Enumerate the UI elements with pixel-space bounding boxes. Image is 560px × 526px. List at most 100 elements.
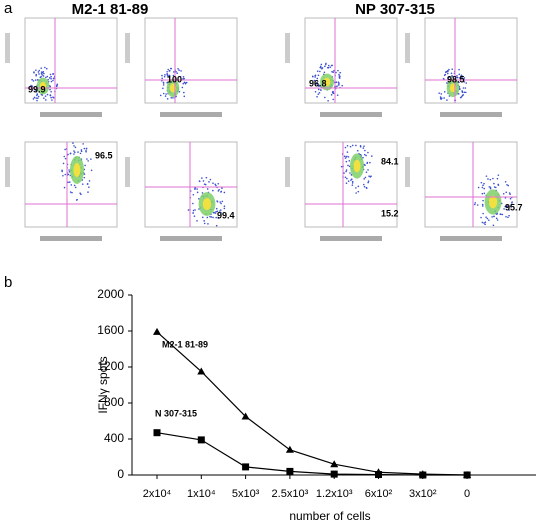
event-dot bbox=[508, 192, 511, 194]
event-dot bbox=[41, 71, 44, 74]
event-dot bbox=[172, 74, 175, 77]
event-dot bbox=[319, 66, 322, 69]
event-dot bbox=[451, 68, 454, 71]
event-dot bbox=[499, 213, 502, 216]
event-dot bbox=[460, 74, 463, 77]
axis-bar bbox=[160, 112, 222, 117]
percent-label: 99.9 bbox=[28, 84, 46, 94]
event-dot bbox=[501, 213, 504, 216]
event-dot bbox=[35, 73, 38, 76]
event-dot bbox=[63, 155, 66, 158]
event-dot bbox=[192, 212, 195, 214]
event-dot bbox=[338, 73, 340, 76]
event-dot bbox=[72, 142, 74, 144]
series-label: N 307-315 bbox=[155, 408, 197, 418]
event-dot bbox=[337, 69, 339, 72]
event-dot bbox=[182, 82, 185, 85]
event-dot bbox=[481, 221, 484, 224]
event-dot bbox=[36, 94, 38, 97]
event-dot bbox=[223, 207, 226, 210]
event-dot bbox=[50, 80, 53, 83]
event-dot bbox=[87, 191, 89, 193]
event-dot bbox=[314, 74, 317, 77]
event-dot bbox=[215, 216, 217, 219]
event-dot bbox=[327, 64, 330, 67]
event-dot bbox=[204, 183, 207, 186]
event-dot bbox=[327, 66, 330, 69]
plot-frame bbox=[424, 17, 518, 104]
axis-bar bbox=[285, 33, 290, 63]
event-dot bbox=[367, 180, 370, 183]
event-dot bbox=[476, 204, 479, 206]
event-dot bbox=[212, 216, 214, 219]
event-dot bbox=[205, 176, 208, 179]
density-peak bbox=[353, 159, 361, 173]
event-dot bbox=[201, 216, 204, 219]
event-dot bbox=[88, 180, 91, 182]
event-dot bbox=[487, 178, 489, 180]
event-dot bbox=[214, 212, 217, 214]
event-dot bbox=[206, 216, 209, 219]
event-dot bbox=[347, 156, 350, 158]
event-dot bbox=[36, 99, 38, 102]
event-dot bbox=[484, 223, 486, 226]
event-dot bbox=[363, 178, 365, 180]
percent-label: 95.7 bbox=[505, 202, 523, 212]
event-dot bbox=[362, 156, 364, 159]
axis-bar bbox=[5, 157, 10, 187]
event-dot bbox=[220, 209, 222, 211]
event-dot bbox=[69, 152, 72, 155]
event-dot bbox=[332, 91, 334, 93]
axis-bar bbox=[405, 33, 410, 63]
event-dot bbox=[371, 155, 373, 157]
x-tick-label: 1x10⁴ bbox=[187, 488, 216, 500]
axis-bar bbox=[160, 236, 222, 241]
event-dot bbox=[369, 161, 371, 164]
y-tick-label: 400 bbox=[104, 431, 124, 445]
event-dot bbox=[215, 210, 217, 213]
group-title: M2-1 81-89 bbox=[72, 1, 149, 18]
event-dot bbox=[327, 99, 329, 102]
event-dot bbox=[194, 209, 196, 211]
event-dot bbox=[192, 209, 195, 212]
event-dot bbox=[31, 85, 34, 88]
point-marker bbox=[419, 471, 427, 479]
event-dot bbox=[450, 72, 453, 75]
event-dot bbox=[49, 94, 52, 96]
percent-label: 96.8 bbox=[309, 78, 327, 88]
event-dot bbox=[40, 67, 43, 69]
event-dot bbox=[44, 95, 47, 97]
event-dot bbox=[492, 177, 494, 180]
event-dot bbox=[216, 210, 219, 213]
event-dot bbox=[364, 149, 366, 152]
event-dot bbox=[218, 189, 220, 191]
event-dot bbox=[212, 211, 215, 214]
event-dot bbox=[368, 175, 370, 178]
x-tick-label: 6x10² bbox=[365, 488, 393, 500]
event-dot bbox=[51, 99, 53, 101]
event-dot bbox=[439, 96, 442, 98]
event-dot bbox=[181, 86, 184, 89]
event-dot bbox=[351, 180, 354, 183]
event-dot bbox=[507, 184, 510, 187]
point-marker bbox=[285, 445, 294, 453]
event-dot bbox=[497, 174, 500, 176]
event-dot bbox=[318, 84, 320, 87]
event-dot bbox=[317, 74, 320, 77]
event-dot bbox=[314, 83, 317, 86]
event-dot bbox=[316, 70, 319, 72]
event-dot bbox=[219, 210, 221, 212]
point-marker bbox=[197, 367, 206, 375]
event-dot bbox=[324, 96, 326, 99]
event-dot bbox=[159, 94, 162, 97]
event-dot bbox=[346, 144, 349, 147]
event-dot bbox=[507, 216, 509, 219]
event-dot bbox=[161, 74, 163, 77]
event-dot bbox=[473, 203, 476, 206]
percent-label: 100 bbox=[167, 74, 182, 84]
x-tick-label: 1.2x10³ bbox=[316, 488, 353, 500]
event-dot bbox=[35, 74, 37, 77]
event-dot bbox=[505, 215, 507, 218]
density-peak bbox=[323, 77, 331, 87]
event-dot bbox=[85, 150, 87, 153]
